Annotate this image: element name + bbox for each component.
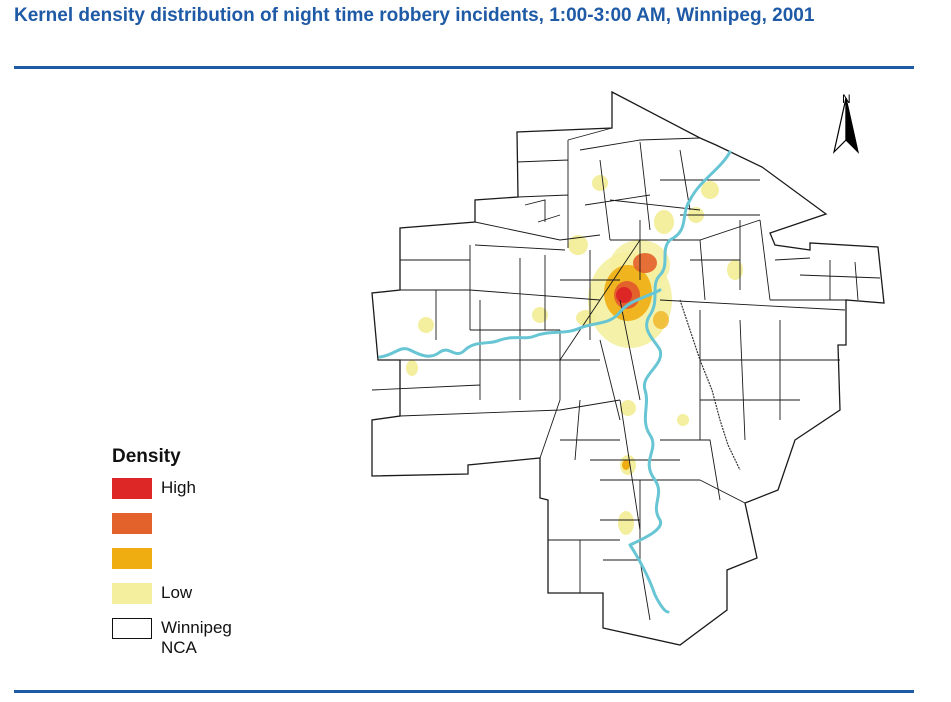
legend-label-low: Low (161, 583, 193, 602)
rivers (378, 150, 732, 614)
page-title: Kernel density distribution of night tim… (14, 5, 815, 26)
eastern-line (679, 299, 741, 471)
legend-item-medium-high (112, 509, 181, 544)
density-layer (406, 175, 743, 535)
top-divider (14, 66, 914, 69)
winnipeg-map (371, 90, 885, 646)
north-label: N (842, 92, 851, 106)
neighbourhood-boundaries (371, 127, 881, 621)
legend-swatch-high (112, 478, 152, 499)
legend-item-nca: Winnipeg NCA (112, 614, 232, 657)
legend-swatch-medium-high (112, 513, 152, 534)
legend-label-high: High (161, 478, 196, 497)
north-arrow-icon (832, 97, 860, 154)
legend-label-nca: Winnipeg NCA (161, 618, 232, 657)
city-boundary (371, 90, 885, 646)
legend-swatch-low (112, 583, 152, 604)
legend-item-low: Low (112, 579, 192, 614)
legend-item-high: High (112, 474, 196, 509)
legend-swatch-nca (112, 618, 152, 639)
legend-swatch-medium-low (112, 548, 152, 569)
bottom-divider (14, 690, 914, 693)
legend-title: Density (112, 446, 181, 467)
legend: Density High Low Winnipeg NCA (112, 446, 232, 657)
legend-item-medium-low (112, 544, 181, 579)
